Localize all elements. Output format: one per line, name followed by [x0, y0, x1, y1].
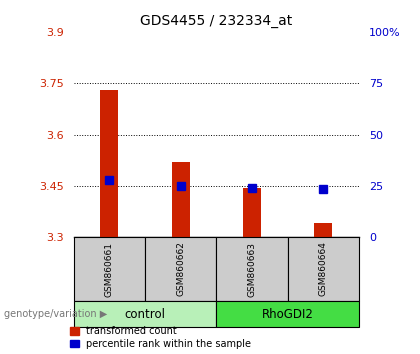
Bar [243, 188, 261, 237]
Legend: transformed count, percentile rank within the sample: transformed count, percentile rank withi… [70, 326, 252, 349]
Title: GDS4455 / 232334_at: GDS4455 / 232334_at [140, 14, 292, 28]
Text: GSM860661: GSM860661 [105, 241, 114, 297]
Text: RhoGDI2: RhoGDI2 [262, 308, 314, 321]
Bar [100, 90, 118, 237]
Text: GSM860664: GSM860664 [319, 241, 328, 297]
Text: control: control [124, 308, 165, 321]
Text: genotype/variation ▶: genotype/variation ▶ [4, 309, 108, 319]
Bar [315, 223, 332, 237]
Bar [172, 162, 189, 237]
Text: GSM860663: GSM860663 [247, 241, 257, 297]
Text: GSM860662: GSM860662 [176, 241, 185, 297]
